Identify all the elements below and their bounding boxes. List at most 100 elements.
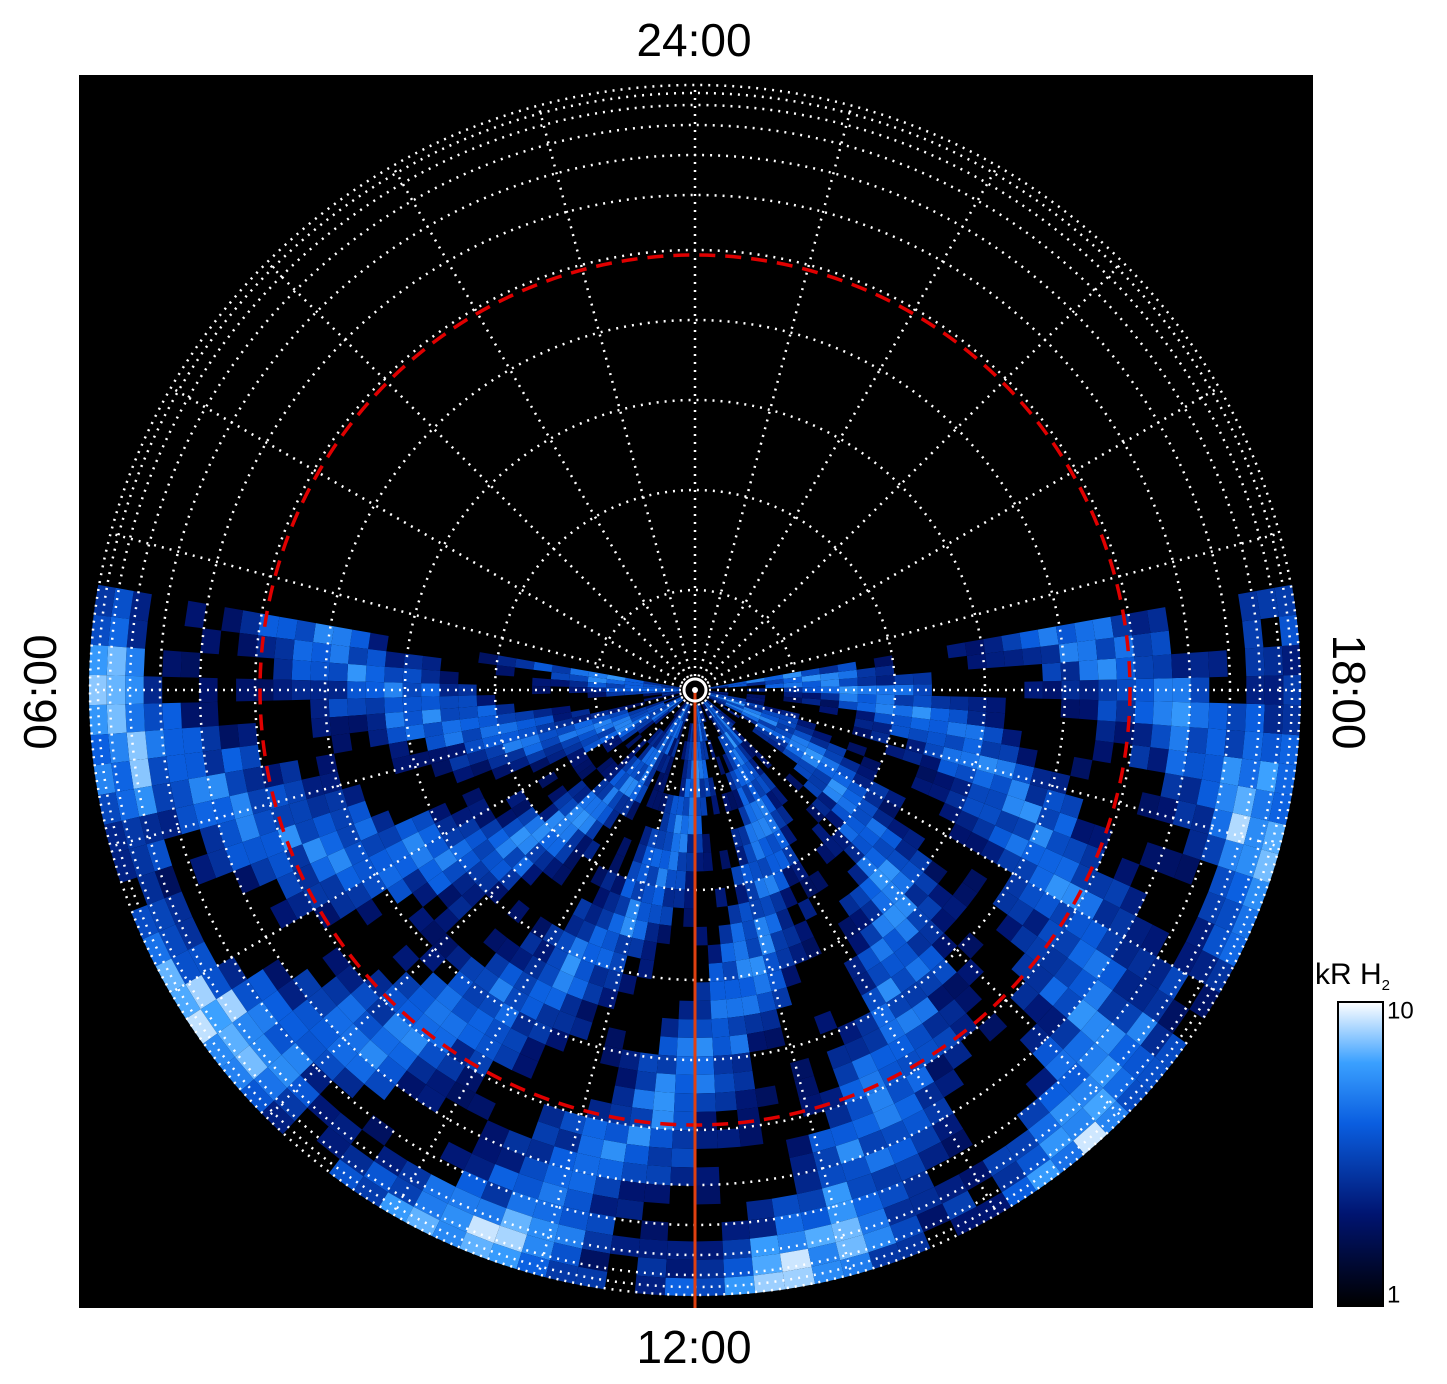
emission-cell	[384, 711, 405, 729]
emission-cell	[1205, 728, 1227, 757]
emission-cell	[614, 934, 632, 956]
emission-cell	[350, 981, 380, 1011]
emission-cell	[718, 924, 734, 945]
emission-cell	[944, 790, 968, 811]
emission-cell	[790, 1057, 814, 1081]
emission-cell	[1263, 646, 1284, 676]
emission-cell	[621, 1162, 648, 1184]
emission-cell	[950, 1206, 986, 1237]
emission-cell	[636, 863, 651, 884]
emission-cell	[695, 797, 702, 816]
emission-cell	[287, 1075, 320, 1108]
emission-cell	[725, 772, 737, 791]
emission-cell	[502, 817, 525, 838]
emission-cell	[737, 765, 752, 785]
emission-cell	[670, 1166, 695, 1186]
emission-cell	[727, 695, 747, 702]
colorbar-title: kR H2	[1315, 958, 1390, 994]
emission-cell	[402, 696, 422, 712]
emission-cell	[1039, 947, 1068, 977]
emission-cell	[331, 626, 353, 647]
emission-cell	[476, 695, 496, 707]
emission-cell	[725, 702, 744, 712]
emission-cell	[422, 1174, 456, 1204]
emission-cell	[595, 908, 614, 931]
emission-cell	[748, 860, 764, 882]
emission-cell	[564, 914, 585, 937]
emission-cell	[510, 1011, 536, 1037]
emission-cell	[440, 1011, 468, 1039]
emission-cell	[737, 744, 753, 761]
emission-cell	[730, 828, 743, 848]
emission-cell	[688, 741, 693, 761]
emission-cell	[857, 676, 877, 686]
emission-cell	[493, 1225, 527, 1253]
emission-cell	[571, 809, 591, 829]
emission-cell	[121, 816, 147, 850]
emission-cell	[870, 937, 894, 963]
emission-cell	[1108, 1033, 1141, 1068]
emission-cell	[364, 1070, 396, 1101]
emission-cell	[983, 636, 1004, 654]
emission-cell	[746, 693, 766, 699]
emission-cell	[809, 736, 830, 750]
latitude-circle	[128, 123, 1262, 1257]
emission-cell	[478, 992, 504, 1019]
emission-cell	[462, 982, 489, 1009]
emission-cell	[593, 1176, 622, 1199]
emission-cell	[577, 1134, 605, 1158]
emission-cell	[643, 686, 662, 690]
emission-cell	[760, 712, 780, 723]
emission-cell	[576, 999, 598, 1023]
emission-cell	[125, 675, 144, 705]
emission-cell	[587, 676, 607, 684]
emission-cell	[773, 829, 790, 850]
emission-cell	[875, 665, 895, 677]
emission-cell	[647, 1146, 673, 1167]
emission-cell	[964, 724, 986, 741]
emission-cell	[984, 789, 1008, 811]
emission-cell	[337, 993, 367, 1024]
emission-cell	[1067, 939, 1097, 969]
emission-cell	[1032, 1036, 1064, 1068]
emission-cell	[643, 695, 663, 702]
emission-cell	[710, 999, 728, 1020]
emission-cell	[709, 684, 729, 689]
emission-cell	[1134, 701, 1154, 725]
emission-cell	[1055, 623, 1077, 645]
emission-cell	[866, 1086, 895, 1113]
emission-cell	[141, 932, 172, 967]
emission-cell	[717, 735, 729, 754]
emission-cell	[665, 1259, 695, 1279]
emission-cell	[877, 1181, 910, 1209]
emission-cell	[385, 840, 410, 864]
emission-cell	[1155, 1033, 1188, 1069]
emission-cell	[610, 1235, 641, 1258]
emission-cell	[1226, 703, 1247, 732]
emission-cell	[440, 1141, 472, 1171]
emission-cell	[580, 734, 600, 748]
emission-cell	[323, 1006, 354, 1037]
emission-cell	[271, 804, 295, 831]
emission-cell	[613, 895, 631, 917]
emission-cell	[130, 905, 159, 940]
emission-cell	[162, 650, 182, 678]
emission-cell	[764, 813, 780, 834]
emission-cell	[674, 1093, 695, 1112]
emission-cell	[567, 780, 587, 798]
emission-cell	[901, 982, 928, 1009]
emission-cell	[894, 673, 914, 685]
emission-cell	[738, 901, 754, 923]
emission-cell	[1225, 871, 1253, 905]
emission-cell	[493, 1044, 520, 1071]
emission-cell	[524, 814, 545, 835]
emission-cell	[695, 1056, 715, 1075]
emission-cell	[811, 797, 832, 817]
emission-cell	[746, 1198, 775, 1221]
emission-cell	[1142, 989, 1174, 1023]
emission-cell	[783, 696, 803, 704]
emission-cell	[259, 830, 285, 858]
emission-cell	[457, 849, 481, 873]
emission-cell	[1066, 999, 1098, 1031]
emission-cell	[734, 746, 749, 764]
